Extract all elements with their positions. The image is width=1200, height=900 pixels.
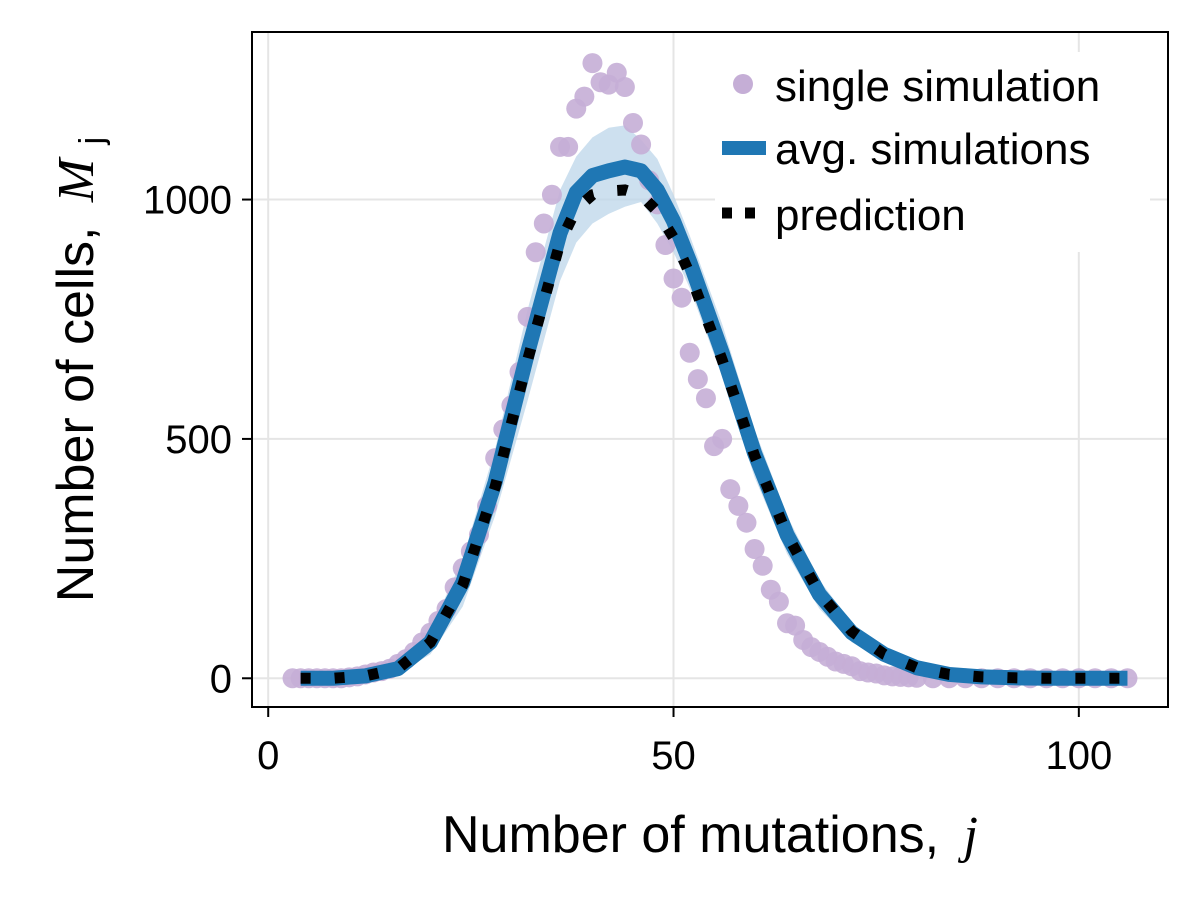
y-axis-title: Number of cells, M j <box>47 137 111 602</box>
single-simulation-point <box>663 268 684 289</box>
legend: single simulation avg. simulations predi… <box>715 52 1150 252</box>
single-simulation-point <box>736 512 757 533</box>
legend-single-simulation-marker <box>733 74 753 94</box>
single-simulation-point <box>614 77 635 98</box>
single-simulation-point <box>574 86 595 107</box>
x-tick-label: 0 <box>257 734 279 778</box>
y-axis-title-text: Number of cells, <box>47 227 105 603</box>
y-tick-label: 500 <box>165 418 232 462</box>
single-simulation-point <box>728 495 749 516</box>
single-simulation-point <box>744 539 765 560</box>
single-simulation-point <box>558 136 579 157</box>
x-axis-title: Number of mutations, j <box>442 806 978 864</box>
avg-simulations-curve <box>300 159 1128 686</box>
single-simulation-point <box>712 428 733 449</box>
plot-frame <box>251 31 1169 708</box>
single-simulation-point <box>687 369 708 390</box>
legend-single-simulation-label: single simulation <box>775 62 1100 111</box>
single-simulation-point <box>533 213 554 234</box>
x-tick-label: 50 <box>651 734 696 778</box>
single-simulation-point <box>695 388 716 409</box>
single-simulation-point <box>768 591 789 612</box>
y-tick-label: 1000 <box>143 179 232 223</box>
single-simulation-point <box>582 53 603 74</box>
legend-background <box>715 52 1150 252</box>
single-simulation-point <box>631 134 652 155</box>
y-axis-title-variable: M <box>48 156 105 203</box>
y-axis-title-subscript: j <box>73 137 111 146</box>
single-simulation-point <box>671 287 692 308</box>
avg-simulations-line <box>300 159 1128 686</box>
single-simulation-point <box>752 555 773 576</box>
legend-avg-simulations-label: avg. simulations <box>775 125 1090 174</box>
single-simulation-point <box>655 235 676 256</box>
single-simulation-point <box>720 479 741 500</box>
single-simulation-point <box>679 342 700 363</box>
x-axis-title-variable: j <box>958 807 978 864</box>
single-simulation-point <box>541 184 562 205</box>
y-tick-label: 0 <box>210 657 232 701</box>
x-tick-label: 100 <box>1045 734 1112 778</box>
single-simulation-point <box>525 242 546 263</box>
legend-prediction-label: prediction <box>775 191 966 240</box>
single-simulation-point <box>622 112 643 133</box>
x-axis-title-text: Number of mutations, <box>442 806 939 864</box>
